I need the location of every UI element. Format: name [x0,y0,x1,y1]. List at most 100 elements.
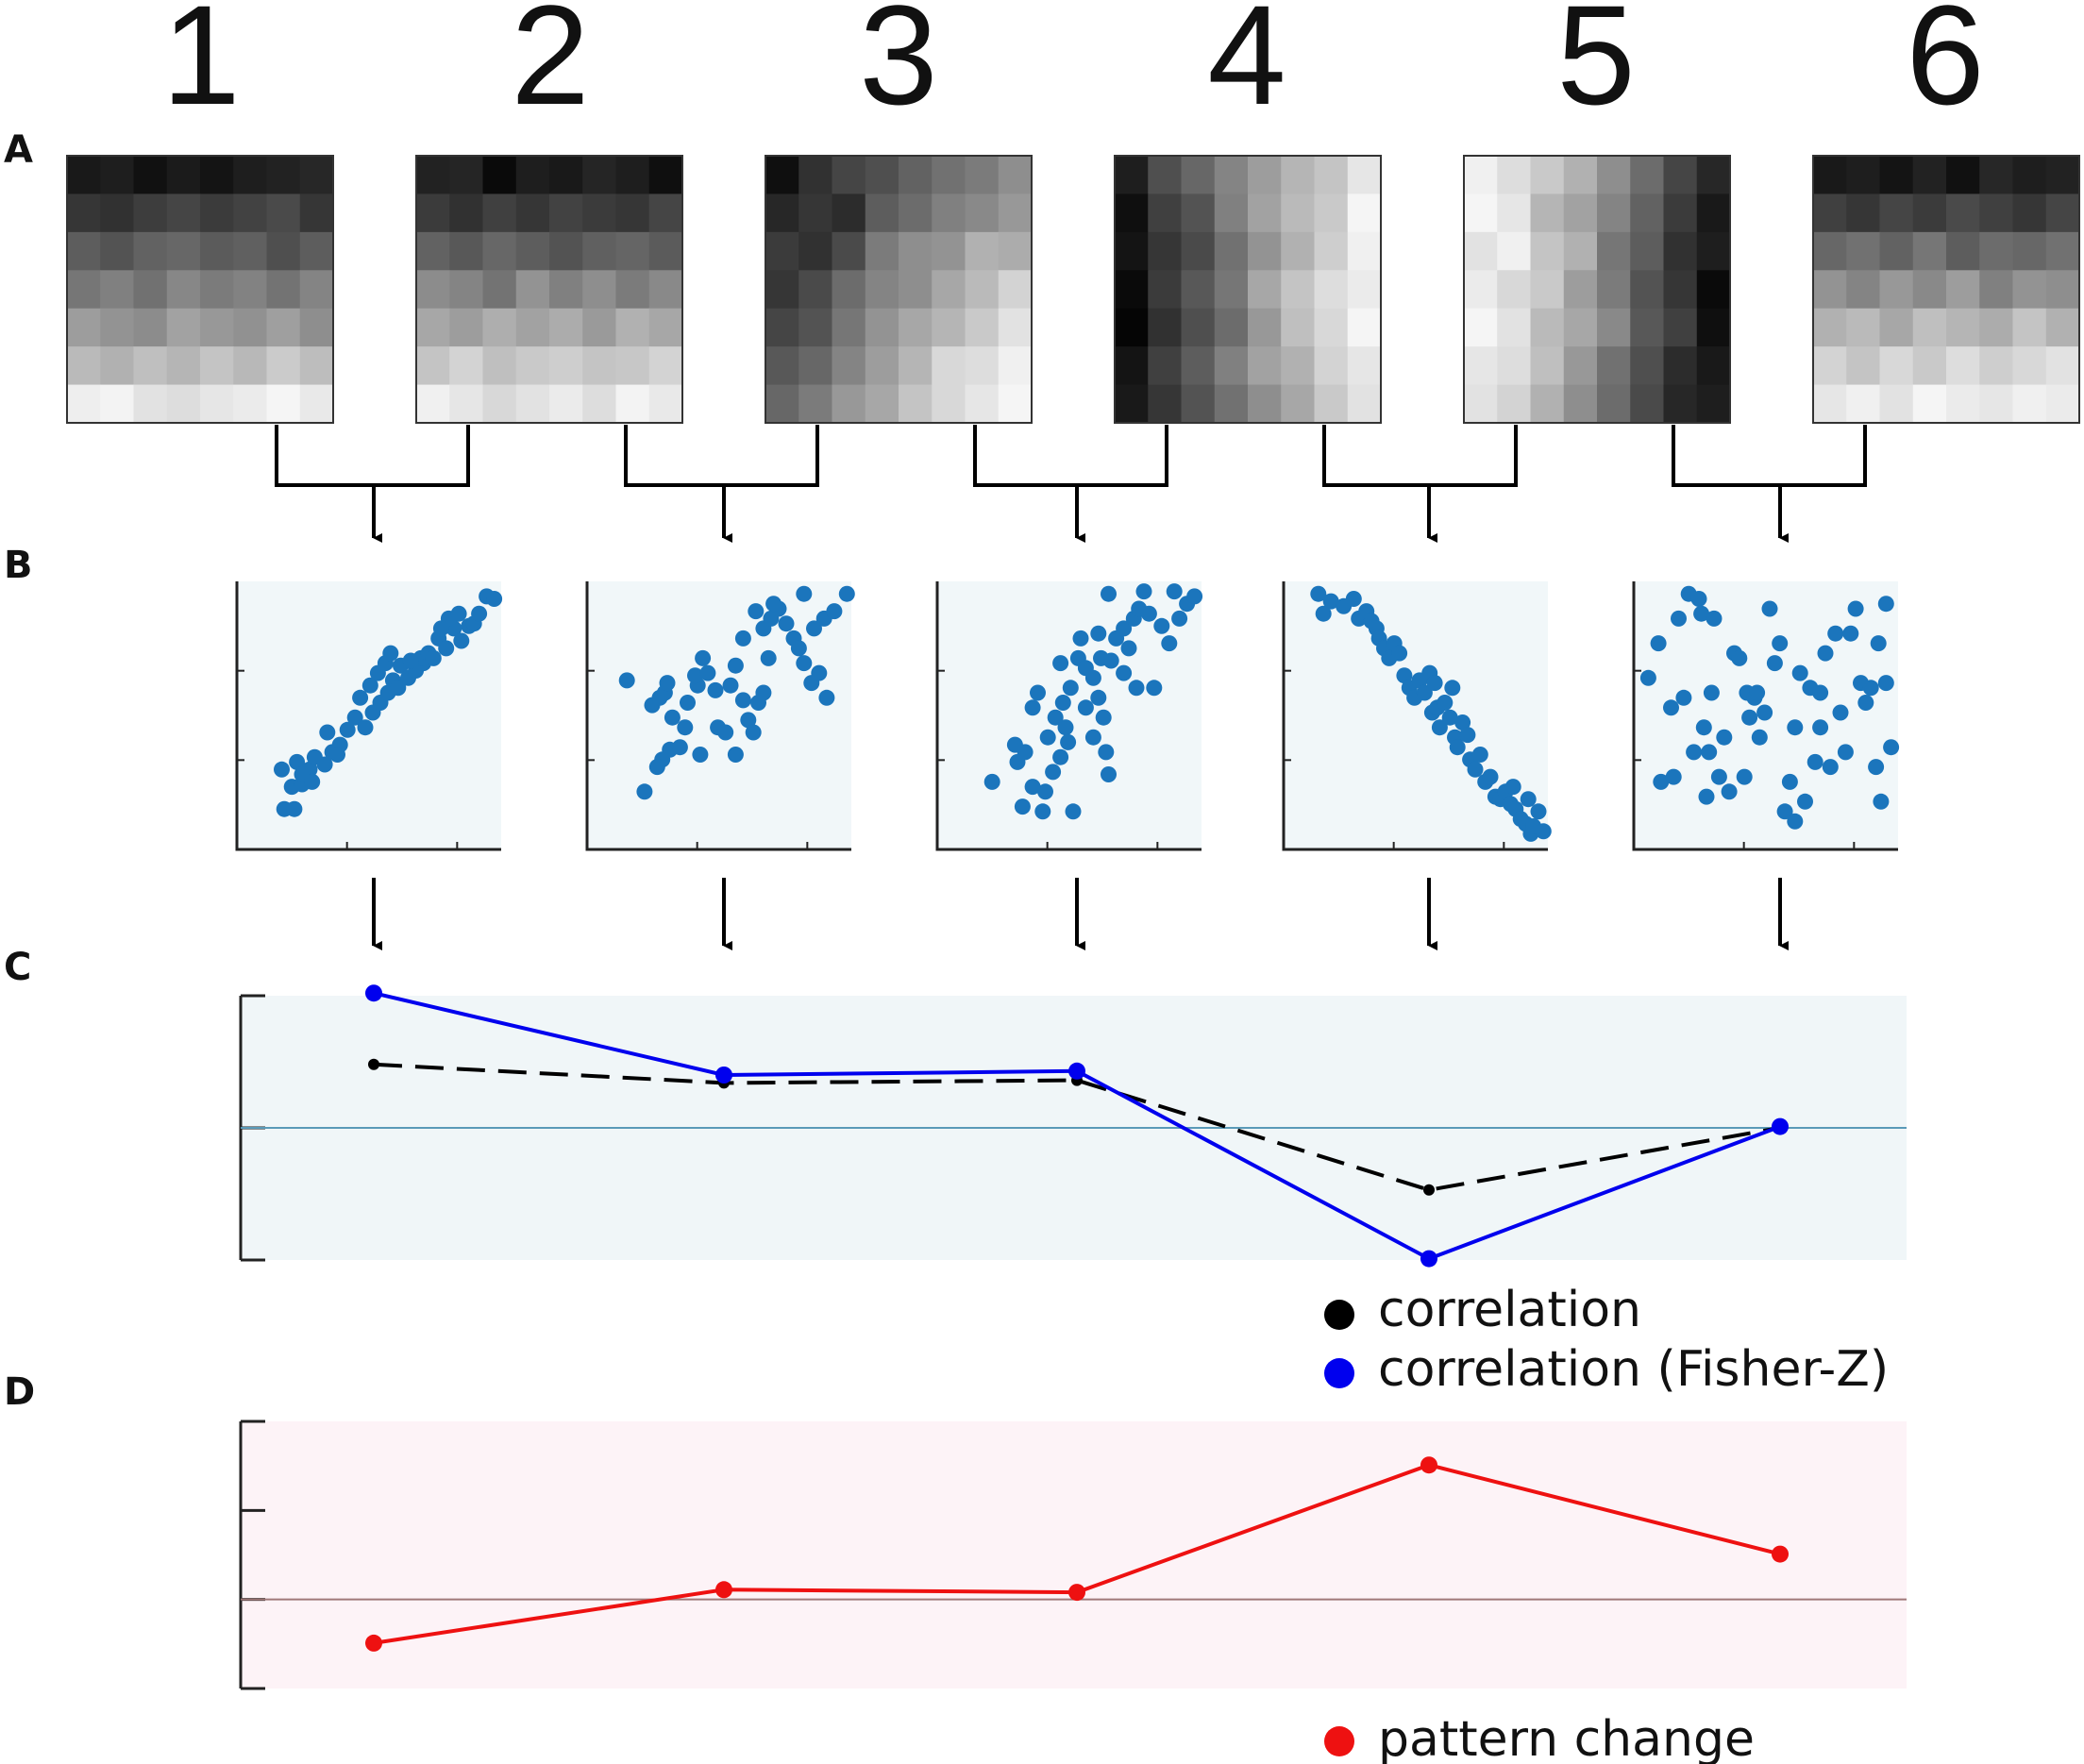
scatter-4-5 [1282,581,1552,851]
scatter-point [707,681,724,698]
scatter-point [432,620,449,637]
scatter-point [1161,635,1178,652]
pattern-border [415,155,683,424]
scatter-point [1128,680,1145,697]
pattern-cell [133,193,168,233]
pattern-cell [482,384,517,424]
scatter-plots-row [235,581,1900,851]
pattern-cell [1530,231,1565,271]
scatter-point [1444,680,1461,697]
pattern-cell [299,193,334,233]
pattern-cell [1181,156,1216,195]
pattern-cell [1813,308,1847,347]
pattern-5 [1463,155,1731,424]
pattern-cell [549,270,583,310]
scatter-point [1135,583,1152,600]
series-point [365,984,382,1002]
pattern-cell [582,231,617,271]
pattern-cell [1530,308,1565,347]
pattern-cell [1148,193,1183,233]
pattern-cell [2012,308,2047,347]
series-line-correlation [373,1062,1781,1192]
pattern-4 [1114,155,1382,424]
pattern-cell [1813,270,1847,310]
pattern-cell [1696,156,1731,195]
pattern-cell [582,193,617,233]
scatter-point [1101,585,1117,602]
pattern-cell [1115,346,1149,386]
scatter-point [1431,719,1448,736]
scatter-3-4 [935,581,1203,851]
scatter-point [1045,764,1062,781]
pattern-cell [1248,308,1282,347]
series-point [1772,1545,1789,1563]
scatter-point [1052,655,1069,672]
pattern-cell [299,270,334,310]
pattern-cell [1846,231,1881,271]
pattern-cell [1497,156,1532,195]
pattern-cell [549,193,583,233]
scatter-point [734,692,751,709]
scatter-point [1315,605,1332,622]
pattern-cell [865,384,899,424]
pattern-cell [832,231,866,271]
pattern-cell [998,156,1033,195]
pattern-cell [1696,231,1731,271]
pattern-cell [1563,156,1598,195]
scatter-point [1741,709,1758,726]
pattern-cell [832,308,866,347]
pattern-cell [899,156,933,195]
pattern-cell [1912,384,1947,424]
pattern-2 [415,155,683,424]
scatter-point [806,620,822,637]
pattern-cell [1281,308,1316,347]
pattern-cell [2012,346,2047,386]
scatter-point [1686,744,1703,761]
pattern-cell [1846,270,1881,310]
legend-pattern-change-dot [1324,1726,1354,1756]
pattern-cell [1214,193,1249,233]
pattern-cell [266,231,301,271]
scatter-point [1703,684,1720,701]
scatter-point [740,712,757,729]
pattern-cell [449,384,484,424]
pattern-cell [1248,231,1282,271]
pattern-cell [1597,193,1631,233]
pattern-cell [133,270,168,310]
pattern-cell [798,384,833,424]
scatter-2-3 [585,581,855,851]
scatter-point [1454,714,1471,731]
pattern-cell [1946,384,1980,424]
pattern-cell [2045,384,2080,424]
pattern-cell [1248,384,1282,424]
pattern-cell [1181,308,1216,347]
pattern-cell [1281,156,1316,195]
pattern-cell [449,346,484,386]
pattern-cell [1912,308,1947,347]
scatter-point [1776,803,1793,820]
pattern-cell [765,193,799,233]
scatter-point [1345,591,1362,607]
scatter-point [1090,625,1107,642]
scatter-point [778,615,795,632]
scatter-point [1847,600,1864,617]
pattern-cell [1663,270,1698,310]
pattern-cell [482,270,517,310]
pattern-cell [1347,270,1382,310]
pattern-cell [1846,308,1881,347]
pattern-cell [233,308,268,347]
pattern-border [66,155,334,424]
scatter-point [1482,768,1499,785]
pattern-cell [166,156,201,195]
pattern-cell [515,346,550,386]
pattern-cell [1181,231,1216,271]
pattern-cell [1314,308,1349,347]
pattern-cell [233,270,268,310]
pattern-cell [100,346,135,386]
pattern-cell [1563,384,1598,424]
pattern-cell [1148,308,1183,347]
pattern-cell [1696,308,1731,347]
pattern-cell [166,231,201,271]
pattern-cell [299,156,334,195]
pattern-cell [1314,156,1349,195]
